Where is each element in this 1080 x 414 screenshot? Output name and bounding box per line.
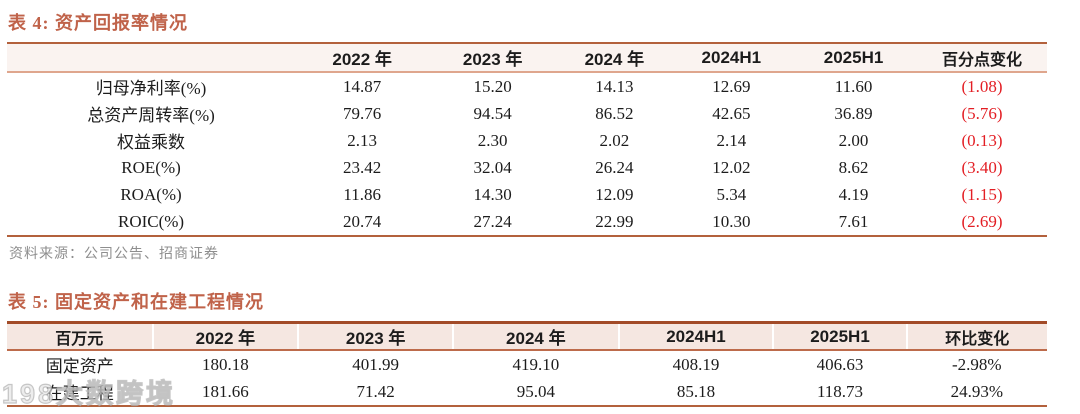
table4-header-change: 百分点变化 — [916, 43, 1047, 73]
value-cell: 14.13 — [595, 76, 634, 96]
value-cell: 12.09 — [595, 184, 634, 204]
value-cell: 32.04 — [473, 157, 512, 177]
row-label: 总资产周转率(%) — [87, 106, 215, 125]
table4-header-2022: 2022 年 — [295, 43, 430, 73]
table-row: ROA(%) 11.86 14.30 12.09 5.34 4.19 (1.15… — [7, 181, 1047, 208]
value-cell: 419.10 — [512, 354, 560, 374]
change-cell: (2.69) — [961, 211, 1003, 231]
change-cell: (1.08) — [961, 76, 1003, 96]
table5-section: 表 5: 固定资产和在建工程情况 百万元 2022 年 2023 年 2024 … — [0, 279, 1080, 414]
row-label: 在建工程 — [45, 384, 114, 403]
table-row: 总资产周转率(%) 79.76 94.54 86.52 42.65 36.89 … — [7, 100, 1047, 127]
table5-header-2023: 2023 年 — [298, 322, 455, 351]
table-row: 固定资产 180.18 401.99 419.10 408.19 406.63 … — [7, 350, 1047, 378]
table4-header-2023: 2023 年 — [429, 43, 557, 73]
value-cell: 2.14 — [716, 130, 747, 150]
value-cell: 5.34 — [716, 184, 747, 204]
table-row: ROIC(%) 20.74 27.24 22.99 10.30 7.61 (2.… — [7, 208, 1047, 236]
value-cell: 11.60 — [834, 76, 873, 96]
value-cell: 2.13 — [347, 130, 378, 150]
value-cell: 10.30 — [712, 211, 751, 231]
value-cell: 79.76 — [343, 103, 382, 123]
value-cell: 8.62 — [838, 157, 869, 177]
value-cell: 27.24 — [473, 211, 512, 231]
value-cell: 12.69 — [712, 76, 751, 96]
value-cell: 7.61 — [838, 211, 869, 231]
value-cell: 4.19 — [838, 184, 869, 204]
value-cell: 12.02 — [712, 157, 751, 177]
value-cell: 406.63 — [816, 354, 864, 374]
value-cell: 42.65 — [712, 103, 751, 123]
table5-header-2024: 2024 年 — [453, 322, 620, 351]
table4-source-note: 资料来源：公司公告、招商证券 — [9, 247, 219, 262]
table4: 2022 年 2023 年 2024 年 2024H1 2025H1 百分点变化… — [7, 42, 1047, 237]
table4-header-empty — [7, 43, 296, 73]
value-cell: 2.02 — [599, 130, 630, 150]
value-cell: 118.73 — [816, 381, 864, 401]
table4-title: 表 4: 资产回报率情况 — [8, 13, 188, 33]
table5-header-row: 百万元 2022 年 2023 年 2024 年 2024H1 2025H1 环… — [7, 322, 1047, 351]
table-row: 在建工程 181.66 71.42 95.04 85.18 118.73 24.… — [7, 378, 1047, 406]
value-cell: 2.30 — [477, 130, 508, 150]
row-label: ROE(%) — [121, 157, 181, 177]
value-cell: 94.54 — [473, 103, 512, 123]
value-cell: 36.89 — [834, 103, 873, 123]
table-row: ROE(%) 23.42 32.04 26.24 12.02 8.62 (3.4… — [7, 154, 1047, 181]
table5: 百万元 2022 年 2023 年 2024 年 2024H1 2025H1 环… — [7, 321, 1047, 407]
table4-header-2024h1: 2024H1 — [672, 43, 791, 73]
value-cell: 95.04 — [516, 381, 555, 401]
table4-header-2025h1: 2025H1 — [790, 43, 917, 73]
value-cell: 15.20 — [473, 76, 512, 96]
value-cell: 23.42 — [343, 157, 382, 177]
table-row: 权益乘数 2.13 2.30 2.02 2.14 2.00 (0.13) — [7, 127, 1047, 154]
table5-header-2024h1: 2024H1 — [618, 322, 775, 351]
table5-source-note: 资料来源：公司公告、招商证券 — [0, 407, 1080, 414]
table4-header-2024: 2024 年 — [556, 43, 673, 73]
value-cell: 401.99 — [352, 354, 400, 374]
value-cell: 181.66 — [202, 381, 249, 401]
change-cell: -2.98% — [951, 354, 1002, 374]
value-cell: 86.52 — [595, 103, 634, 123]
value-cell: 20.74 — [343, 211, 382, 231]
change-cell: (0.13) — [961, 130, 1003, 150]
value-cell: 180.18 — [202, 354, 249, 374]
table5-header-unit: 百万元 — [7, 322, 154, 351]
change-cell: (3.40) — [961, 157, 1003, 177]
change-cell: (5.76) — [961, 103, 1003, 123]
table4-section: 表 4: 资产回报率情况 2022 年 2023 年 2024 年 2024H1… — [7, 13, 1047, 262]
value-cell: 71.42 — [356, 381, 395, 401]
change-cell: 24.93% — [950, 381, 1003, 401]
value-cell: 408.19 — [672, 354, 720, 374]
row-label: ROA(%) — [120, 184, 182, 204]
row-label: 归母净利率(%) — [95, 79, 207, 98]
value-cell: 11.86 — [343, 184, 381, 204]
table5-header-change: 环比变化 — [906, 322, 1047, 351]
table5-header-2025h1: 2025H1 — [773, 322, 908, 351]
value-cell: 14.30 — [473, 184, 512, 204]
value-cell: 26.24 — [595, 157, 634, 177]
value-cell: 2.00 — [838, 130, 869, 150]
value-cell: 85.18 — [676, 381, 716, 401]
value-cell: 14.87 — [343, 76, 382, 96]
table5-header-2022: 2022 年 — [152, 322, 300, 351]
value-cell: 22.99 — [595, 211, 634, 231]
table4-header-row: 2022 年 2023 年 2024 年 2024H1 2025H1 百分点变化 — [7, 43, 1047, 73]
row-label: 权益乘数 — [117, 133, 186, 152]
row-label: ROIC(%) — [117, 211, 185, 231]
table-row: 归母净利率(%) 14.87 15.20 14.13 12.69 11.60 (… — [7, 72, 1047, 100]
row-label: 固定资产 — [45, 357, 114, 376]
change-cell: (1.15) — [961, 184, 1003, 204]
table5-title: 表 5: 固定资产和在建工程情况 — [8, 292, 264, 312]
